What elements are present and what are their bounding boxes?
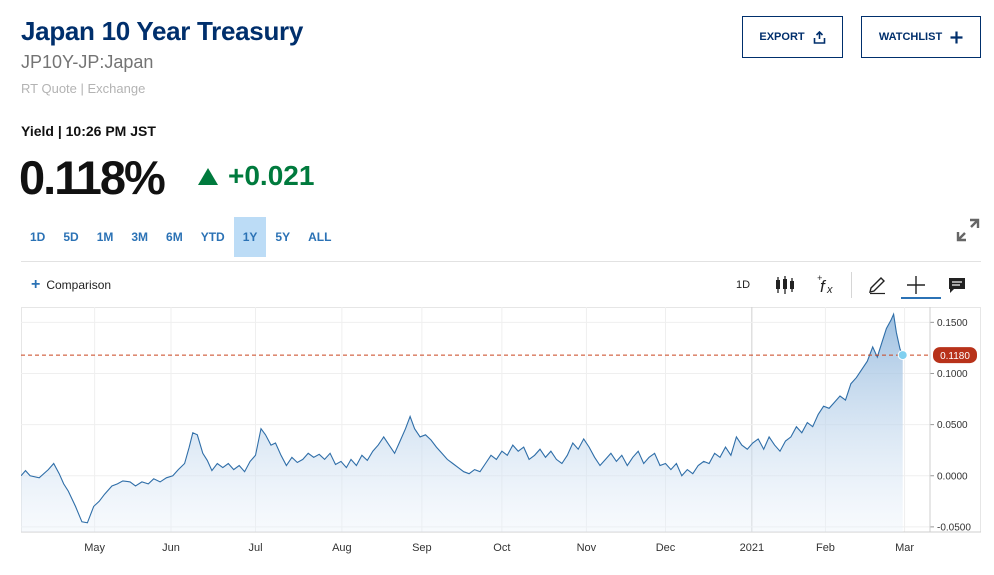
plus-icon (950, 31, 963, 43)
svg-text:f: f (820, 277, 827, 296)
current-value-badge (933, 347, 977, 364)
export-button[interactable]: EXPORT (742, 16, 843, 58)
y-tick-label: -0.0500 (937, 522, 971, 533)
x-tick-label: Jun (162, 542, 180, 554)
comment-icon[interactable] (945, 272, 969, 298)
exchange-label: RT Quote | Exchange (21, 81, 146, 96)
svg-text:x: x (826, 284, 833, 296)
crosshair-active-indicator (901, 297, 941, 299)
range-1y[interactable]: 1Y (233, 217, 267, 257)
x-tick-label: Dec (656, 542, 676, 554)
yield-time: Yield | 10:26 PM JST (21, 123, 156, 139)
comparison-label: Comparison (46, 278, 112, 292)
share-icon (813, 30, 825, 44)
x-tick-label: Feb (816, 542, 835, 554)
x-tick-label: Sep (412, 542, 432, 554)
plus-icon: + (31, 276, 41, 293)
symbol-label: JP10Y-JP:Japan (21, 52, 154, 72)
current-value-dot (897, 350, 908, 361)
price-change: +0.021 (198, 160, 314, 192)
y-tick-label: 0.0000 (937, 471, 968, 482)
range-1d[interactable]: 1D (30, 230, 46, 244)
svg-text:+: + (817, 274, 822, 283)
comparison-button[interactable]: + Comparison (31, 276, 111, 294)
range-selector: 1D 5D 1M 3M 6M YTD 1Y 5Y ALL (21, 217, 340, 257)
y-tick-label: 0.0500 (937, 420, 968, 431)
range-ytd[interactable]: YTD (200, 230, 225, 244)
series-line (20, 312, 904, 524)
range-6m[interactable]: 6M (166, 230, 183, 244)
range-3m[interactable]: 3M (131, 230, 149, 244)
candlestick-icon[interactable] (773, 272, 797, 298)
x-tick-label: Nov (577, 542, 597, 554)
page-title: Japan 10 Year Treasury (21, 16, 304, 46)
series-area (21, 314, 903, 532)
export-button-label: EXPORT (759, 31, 805, 43)
range-5d[interactable]: 5D (63, 230, 79, 244)
y-tick-label: 0.1500 (937, 318, 968, 329)
pencil-icon[interactable] (865, 272, 889, 298)
toolbar-separator (851, 272, 852, 298)
y-tick-label: 0.1000 (937, 369, 968, 380)
range-5y[interactable]: 5Y (275, 230, 291, 244)
crosshair-icon[interactable] (903, 272, 929, 298)
toolbar-divider (21, 261, 981, 262)
x-tick-label: Aug (332, 542, 352, 554)
x-tick-label: 2021 (740, 542, 764, 554)
up-arrow-icon (198, 167, 218, 185)
yield-chart[interactable]: 0.1500 0.1000 0.0500 0.0000 -0.0500 0.1180 May… (20, 307, 981, 565)
studies-fx-icon[interactable]: + f x (814, 272, 838, 298)
range-all[interactable]: ALL (308, 230, 332, 244)
x-tick-label: Mar (895, 542, 914, 554)
yield-chart-svg: 0.1500 0.1000 0.0500 0.0000 -0.0500 0.1180 May… (20, 307, 981, 554)
x-tick-label: Jul (248, 542, 262, 554)
watchlist-button-label: WATCHLIST (878, 31, 943, 43)
current-price: 0.118% (19, 151, 166, 204)
interval-selector[interactable]: 1D (735, 279, 751, 291)
x-tick-label: May (84, 542, 105, 554)
range-1m[interactable]: 1M (96, 230, 114, 244)
current-value-label: 0.1180 (940, 351, 970, 362)
expand-icon[interactable] (954, 216, 982, 244)
watchlist-button[interactable]: WATCHLIST (861, 16, 981, 58)
price-change-value: +0.021 (228, 160, 315, 191)
x-tick-label: Oct (493, 542, 510, 554)
